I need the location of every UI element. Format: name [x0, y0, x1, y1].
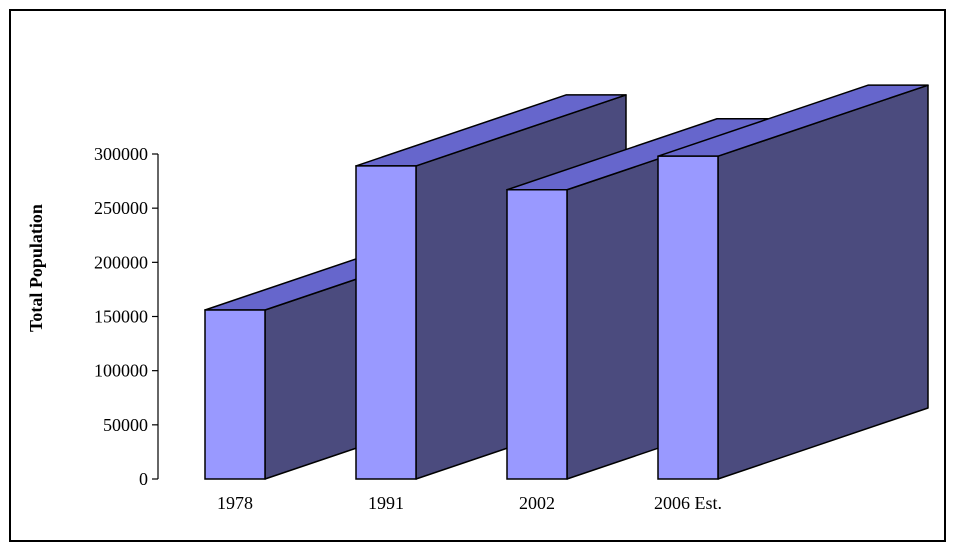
y-tick-label: 0: [139, 469, 148, 489]
y-tick-label: 150000: [94, 307, 148, 327]
x-category-label: 2002: [519, 493, 555, 513]
y-axis-title: Total Population: [26, 204, 46, 332]
y-axis: 0 50000 100000 150000 200000 250000 300000: [94, 144, 159, 489]
x-axis-labels: 1978 1991 2002 2006 Est.: [217, 493, 722, 513]
bar-front-face: [657, 155, 719, 480]
bar-front-face: [204, 309, 266, 480]
x-category-label: 2006 Est.: [654, 493, 722, 513]
y-tick-label: 200000: [94, 252, 148, 272]
x-category-label: 1991: [368, 493, 404, 513]
y-tick-label: 250000: [94, 198, 148, 218]
x-category-label: 1978: [217, 493, 253, 513]
bars: [204, 84, 929, 480]
y-tick-label: 300000: [94, 144, 148, 164]
y-tick-label: 50000: [103, 415, 148, 435]
bar-front-face: [355, 165, 417, 480]
y-tick-label: 100000: [94, 361, 148, 381]
bar-front-face: [506, 189, 568, 480]
bar-2006-est: [657, 84, 929, 480]
